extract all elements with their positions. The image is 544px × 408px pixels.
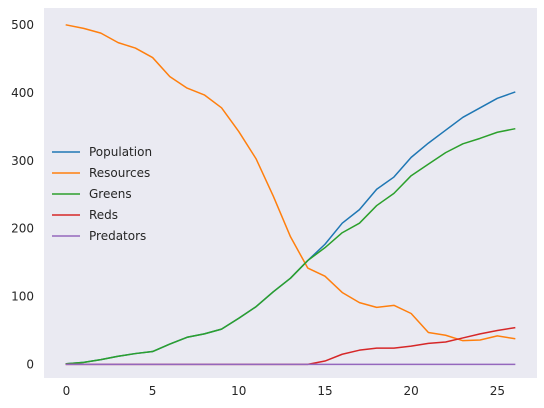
series-layer — [65, 24, 516, 366]
y-tick-label: 300 — [11, 154, 34, 168]
legend-label-resources: Resources — [89, 166, 150, 180]
y-tick-label: 200 — [11, 222, 34, 236]
x-tick-label: 25 — [490, 384, 505, 398]
x-tick-label: 5 — [149, 384, 157, 398]
legend-label-population: Population — [89, 145, 152, 159]
series-line-greens — [65, 127, 516, 365]
x-axis: 0 5 10 15 20 25 — [63, 384, 505, 398]
x-tick-label: 20 — [404, 384, 419, 398]
x-tick-label: 0 — [63, 384, 71, 398]
y-tick-label: 100 — [11, 290, 34, 304]
y-tick-label: 500 — [11, 18, 34, 32]
legend-label-reds: Reds — [89, 208, 118, 222]
plot-area — [44, 8, 537, 378]
series-line-resources — [65, 24, 516, 342]
y-axis: 0 100 200 300 400 500 — [11, 18, 34, 371]
y-tick-label: 400 — [11, 86, 34, 100]
x-tick-label: 15 — [317, 384, 332, 398]
legend-label-greens: Greens — [89, 187, 132, 201]
legend-label-predators: Predators — [89, 229, 146, 243]
x-tick-label: 10 — [231, 384, 246, 398]
y-tick-label: 0 — [26, 357, 34, 371]
legend: Population Resources Greens Reds Predators — [52, 145, 152, 243]
